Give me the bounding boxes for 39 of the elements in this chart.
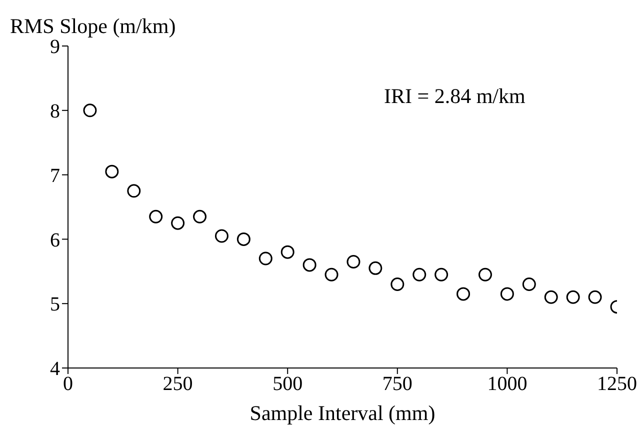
y-tick-label: 6 bbox=[50, 229, 60, 252]
y-axis-title: RMS Slope (m/km) bbox=[10, 14, 176, 39]
point bbox=[478, 268, 492, 282]
x-tick-label: 0 bbox=[63, 373, 73, 396]
point bbox=[346, 254, 360, 268]
y-tick-label: 5 bbox=[50, 294, 60, 316]
point bbox=[280, 245, 294, 259]
point bbox=[105, 164, 119, 178]
x-tick-label: 750 bbox=[382, 373, 412, 396]
point bbox=[368, 261, 382, 275]
x-axis-title: Sample Interval (mm) bbox=[250, 401, 436, 425]
annotation: IRI = 2.84 m/km bbox=[384, 84, 526, 109]
y-tick-label: 4 bbox=[50, 358, 60, 380]
point bbox=[412, 268, 426, 282]
point bbox=[171, 216, 185, 230]
point bbox=[149, 210, 163, 224]
point bbox=[390, 278, 404, 292]
point bbox=[83, 104, 97, 118]
point bbox=[302, 258, 316, 272]
point bbox=[324, 268, 338, 282]
point bbox=[214, 229, 228, 243]
point bbox=[522, 278, 536, 292]
point bbox=[456, 287, 470, 301]
y-tick-label: 7 bbox=[50, 164, 60, 187]
x-tick-label: 1000 bbox=[487, 373, 528, 396]
point bbox=[544, 290, 558, 304]
y-tick-label: 8 bbox=[50, 100, 60, 122]
y-tick-label: 9 bbox=[50, 36, 60, 58]
point bbox=[258, 252, 272, 266]
x-tick-label: 500 bbox=[272, 373, 303, 396]
point bbox=[193, 210, 207, 224]
x-tick-label: 1250 bbox=[597, 373, 637, 396]
point bbox=[434, 268, 448, 282]
point bbox=[566, 290, 580, 304]
point bbox=[500, 287, 514, 301]
point bbox=[236, 232, 250, 246]
point bbox=[127, 184, 141, 198]
x-tick-label: 250 bbox=[162, 373, 193, 396]
point bbox=[588, 290, 602, 304]
